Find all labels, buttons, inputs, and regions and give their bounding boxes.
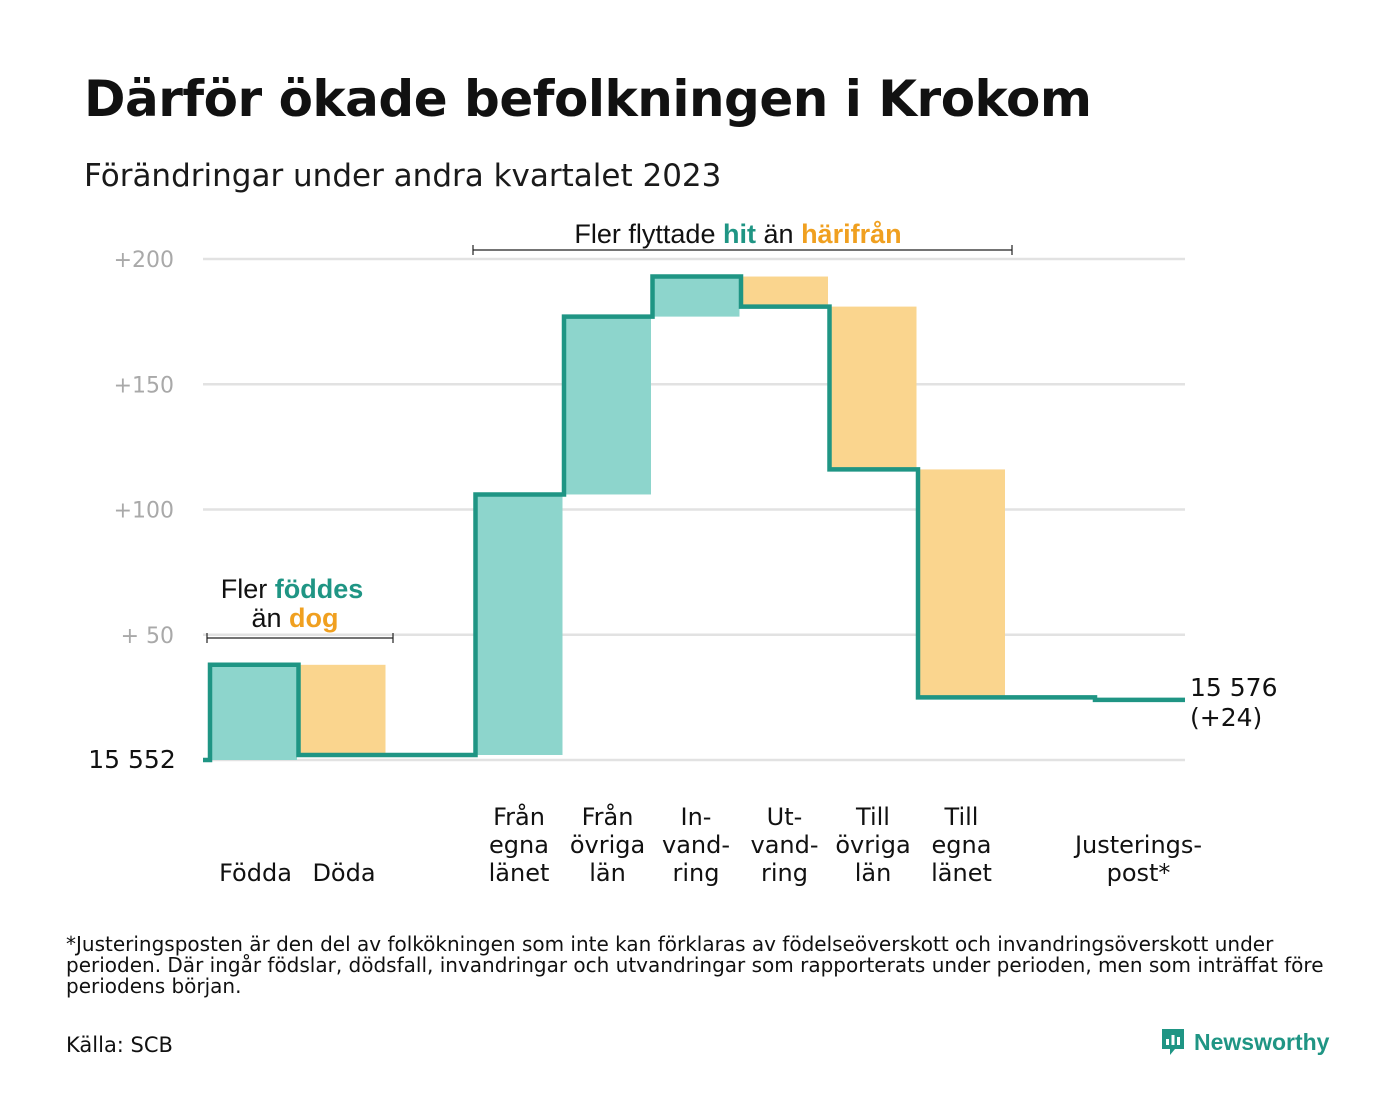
births-bracket (206, 633, 394, 643)
migration-bracket (472, 245, 1013, 255)
migration-annotation: Fler flyttade hit än härifrån (472, 219, 1013, 255)
cumulative-line-group (203, 274, 1185, 763)
deaths-annotation-prefix: än (251, 603, 281, 633)
births-annotation-prefix: Fler (221, 574, 268, 604)
category-label: In- (681, 803, 712, 831)
category-label: Till (855, 803, 890, 831)
brand: Newsworthy (1160, 1027, 1329, 1057)
y-tick-label: + 50 (121, 624, 174, 649)
births-annotation-highlight: föddes (275, 574, 364, 604)
svg-text:Fler föddes: Fler föddes (221, 574, 364, 604)
migration-annotation-middle: än (764, 219, 794, 249)
migration-annotation-prefix: Fler flyttade (574, 219, 715, 249)
svg-text:Fler flyttade hit: Fler flyttade hit än härifrån (574, 219, 901, 249)
bar-Frånövrigalän (564, 316, 651, 495)
category-label: post* (1107, 859, 1171, 887)
end-change-label: (+24) (1190, 703, 1262, 732)
waterfall-chart: + 50+100+150+200 Födda DödaFrånegnalänetF… (88, 219, 1277, 887)
newsworthy-logo-icon (1162, 1029, 1184, 1055)
bars (210, 276, 1005, 760)
deaths-annotation-highlight: dog (289, 603, 338, 633)
start-value-label: 15 552 (88, 745, 175, 774)
migration-annotation-hit: hit (723, 219, 756, 249)
migration-annotation-away: härifrån (801, 219, 902, 249)
category-label: Från (493, 802, 545, 831)
cumulative-line (203, 274, 1185, 763)
category-label: ring (673, 859, 720, 887)
category-label: Ut- (767, 803, 803, 831)
end-value-label: 15 576 (1190, 673, 1277, 702)
category-label: ring (761, 859, 808, 887)
category-label: övriga (570, 831, 645, 859)
category-label: länet (489, 859, 550, 887)
y-tick-label: +150 (114, 373, 174, 398)
category-label: egna (489, 831, 549, 859)
y-tick-label: +200 (114, 248, 174, 273)
category-label: Från (582, 802, 634, 831)
category-label: egna (932, 831, 992, 859)
category-label: länet (931, 859, 992, 887)
footnote: *Justeringsposten är den del av folkökni… (66, 932, 1324, 998)
chart-subtitle: Förändringar under andra kvartalet 2023 (84, 158, 722, 194)
category-label: övriga (835, 831, 910, 859)
source-label: Källa: SCB (66, 1033, 173, 1057)
svg-text:än dog: än dog (251, 603, 338, 633)
brand-name: Newsworthy (1194, 1028, 1330, 1055)
category-label: Justerings- (1073, 831, 1202, 859)
bar-Frånegnalänet (475, 494, 563, 755)
births-annotation: Fler föddes än dog (206, 574, 394, 643)
category-label: län (855, 859, 892, 887)
category-label: vand- (750, 831, 818, 859)
bar-Döda (298, 664, 386, 755)
bar-Tillövrigalän (829, 306, 917, 470)
bar-Ut-vand-ring (741, 276, 828, 307)
bar-Födda (210, 664, 297, 760)
category-labels: Födda DödaFrånegnalänetFrånövrigalänIn-va… (219, 802, 1202, 887)
y-tick-label: +100 (114, 499, 174, 524)
category-label: Till (944, 803, 979, 831)
category-label: Födda (219, 859, 292, 887)
chart-title: Därför ökade befolkningen i Krokom (84, 70, 1092, 128)
category-label: vand- (662, 831, 730, 859)
category-label: Döda (312, 859, 375, 887)
bar-Tillegnalänet (918, 469, 1005, 698)
category-label: län (589, 859, 626, 887)
bar-In-vand-ring (652, 276, 740, 317)
gridlines: + 50 +100 +150 +200 (114, 248, 1185, 762)
